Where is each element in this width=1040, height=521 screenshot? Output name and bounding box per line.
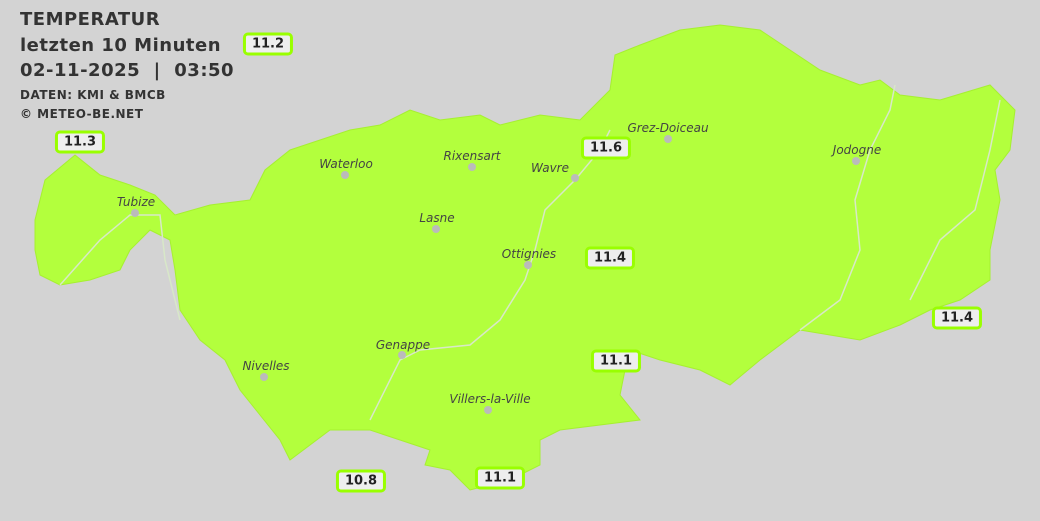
city-label: Tubize	[116, 195, 156, 209]
province-shape	[34, 24, 1016, 491]
city-dot	[524, 261, 532, 269]
city-label: Wavre	[531, 161, 569, 175]
river-line	[909, 99, 1001, 301]
temperature-label[interactable]: 11.4	[584, 246, 636, 270]
city-dot	[852, 157, 860, 165]
city-label: Lasne	[419, 211, 455, 225]
city-label: Ottignies	[501, 247, 557, 261]
temperature-label[interactable]: 11.1	[590, 349, 642, 373]
city-label: Genappe	[375, 338, 431, 352]
city-dot	[468, 163, 476, 171]
data-source: DATEN: KMI & BMCB	[20, 88, 166, 102]
city-label: Villers-la-Ville	[449, 392, 531, 406]
map-subtitle: letzten 10 Minuten	[20, 35, 222, 56]
river-line	[799, 84, 896, 331]
copyright: © METEO-BE.NET	[20, 107, 144, 121]
temperature-label[interactable]: 11.2	[242, 32, 294, 56]
temperature-label[interactable]: 11.4	[931, 306, 983, 330]
city-dot	[432, 225, 440, 233]
map-title: TEMPERATUR	[20, 9, 161, 30]
city-label: Grez-Doiceau	[627, 121, 709, 135]
river-line	[59, 214, 181, 321]
temperature-label[interactable]: 11.3	[54, 130, 106, 154]
map-datetime: 02-11-2025 | 03:50	[20, 60, 235, 81]
city-dot	[341, 171, 349, 179]
temperature-label[interactable]: 11.1	[474, 466, 526, 490]
temperature-label[interactable]: 10.8	[335, 469, 387, 493]
city-dot	[664, 135, 672, 143]
city-dot	[398, 351, 406, 359]
city-label: Waterloo	[319, 157, 373, 171]
city-label: Nivelles	[242, 359, 290, 373]
city-label: Rixensart	[443, 149, 501, 163]
city-dot	[260, 373, 268, 381]
temperature-label[interactable]: 11.6	[580, 136, 632, 160]
city-dot	[484, 406, 492, 414]
city-dot	[571, 174, 579, 182]
city-dot	[131, 209, 139, 217]
river-line	[369, 129, 611, 421]
city-label: Jodogne	[832, 143, 882, 157]
